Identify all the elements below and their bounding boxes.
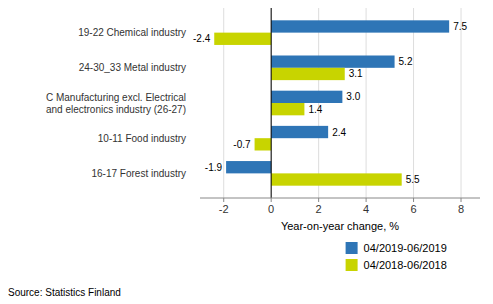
legend-swatch	[346, 259, 358, 271]
bar	[271, 103, 304, 115]
x-axis-label: Year-on-year change, %	[281, 220, 399, 232]
data-label: 2.4	[332, 127, 346, 138]
category-label-line: 10-11 Food industry	[98, 133, 186, 144]
tick-label: 4	[363, 203, 369, 215]
category-label-line: C Manufacturing excl. Electrical	[46, 92, 186, 103]
category-label-line: 16-17 Forest industry	[92, 168, 187, 179]
legend-label: 04/2019-06/2019	[364, 242, 447, 254]
data-label: -0.7	[233, 139, 251, 150]
tick-mark	[271, 198, 272, 202]
zero-line	[271, 8, 272, 198]
data-label: 5.2	[399, 56, 413, 67]
data-label: -1.9	[205, 162, 223, 173]
tick-mark	[366, 198, 367, 202]
tick-label: 8	[458, 203, 464, 215]
bar	[271, 173, 402, 185]
bar	[271, 20, 449, 32]
category-label: 24-30_33 Metal industry	[79, 62, 186, 73]
bar	[214, 33, 271, 45]
category-label-line: and electronics industry (26-27)	[46, 104, 186, 115]
tick-mark	[318, 198, 319, 202]
data-label: 5.5	[406, 174, 420, 185]
grid-line	[413, 8, 414, 198]
legend-swatch	[346, 242, 358, 254]
source-note: Source: Statistics Finland	[8, 287, 121, 298]
category-label-line: 24-30_33 Metal industry	[79, 62, 186, 73]
bar	[271, 91, 342, 103]
data-label: 3.0	[346, 91, 360, 102]
tick-mark	[413, 198, 414, 202]
category-label: C Manufacturing excl. Electricaland elec…	[46, 92, 186, 115]
category-label: 10-11 Food industry	[98, 133, 186, 144]
grid-line	[366, 8, 367, 198]
bar	[255, 138, 272, 150]
bar	[226, 161, 271, 173]
tick-mark	[223, 198, 224, 202]
data-label: 7.5	[453, 21, 467, 32]
category-label-line: 19-22 Chemical industry	[78, 27, 186, 38]
tick-label: 6	[410, 203, 416, 215]
bar	[271, 126, 328, 138]
legend-label: 04/2018-06/2018	[364, 259, 447, 271]
tick-label: 0	[268, 203, 274, 215]
data-label: 1.4	[308, 104, 322, 115]
chart: -1.9 2.4 3.0 5.2 7.5 5.5 -0.7 1.4 3.1 -2.4 -2 0 2 4 6 8…	[0, 0, 493, 304]
data-label: -2.4	[193, 33, 211, 44]
tick-label: -2	[219, 203, 229, 215]
bar	[271, 56, 394, 68]
grid-line	[271, 8, 272, 198]
bar	[271, 68, 345, 80]
grid-line	[461, 8, 462, 198]
category-label: 19-22 Chemical industry	[78, 27, 186, 38]
data-label: 3.1	[349, 68, 363, 79]
tick-mark	[461, 198, 462, 202]
category-label: 16-17 Forest industry	[92, 168, 187, 179]
x-axis-line	[200, 198, 480, 199]
tick-label: 2	[316, 203, 322, 215]
bars	[214, 20, 449, 185]
